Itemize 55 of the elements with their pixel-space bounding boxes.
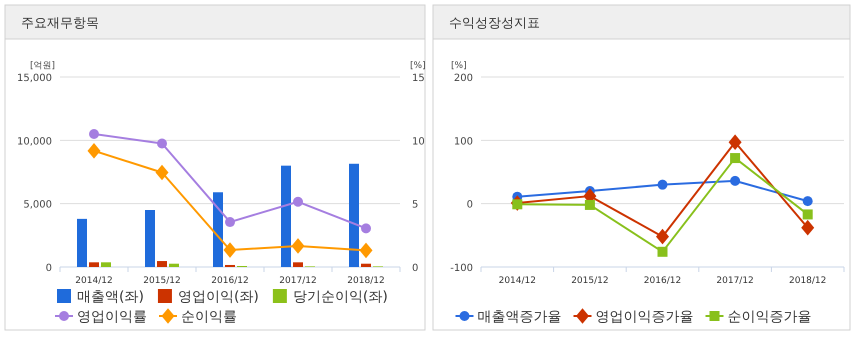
y-tick-label: 200 bbox=[454, 73, 473, 84]
x-tick-label: 2014/12 bbox=[75, 276, 113, 286]
point bbox=[658, 246, 668, 257]
x-tick-label: 2018/12 bbox=[789, 276, 826, 286]
legend-label: 영업이익(좌) bbox=[178, 289, 259, 305]
point bbox=[802, 209, 813, 220]
point bbox=[360, 242, 372, 258]
y-tick-label: 15,000 bbox=[17, 73, 52, 84]
chart-title: 수익성장성지표 bbox=[449, 16, 540, 31]
point bbox=[224, 242, 236, 258]
point bbox=[801, 220, 814, 236]
y-axis-title: [%] bbox=[451, 61, 467, 71]
legend-label: 순이익증가율 bbox=[728, 309, 812, 325]
point bbox=[361, 223, 371, 234]
y2-axis-title: [%] bbox=[410, 61, 426, 71]
y2-tick-label: 15 bbox=[412, 73, 425, 84]
y2-tick-label: 5 bbox=[412, 200, 418, 211]
x-tick-label: 2014/12 bbox=[498, 276, 536, 286]
y-tick-label: 100 bbox=[454, 136, 473, 148]
legend-label: 매출액증가율 bbox=[478, 309, 562, 325]
y-tick-label: 5,000 bbox=[23, 200, 52, 211]
point bbox=[802, 196, 813, 206]
point bbox=[656, 228, 669, 244]
legend-label: 영업이익률 bbox=[77, 309, 147, 325]
point bbox=[292, 238, 304, 254]
point bbox=[730, 153, 740, 164]
x-tick-label: 2016/12 bbox=[644, 276, 682, 286]
x-tick-label: 2015/12 bbox=[571, 276, 609, 286]
point bbox=[293, 196, 303, 207]
point bbox=[584, 200, 595, 210]
point bbox=[89, 129, 99, 139]
point bbox=[88, 143, 100, 159]
y-tick-label: 0 bbox=[46, 263, 52, 274]
x-tick-label: 2017/12 bbox=[716, 276, 754, 286]
point bbox=[157, 138, 167, 148]
y-tick-label: 10,000 bbox=[17, 136, 52, 148]
point bbox=[728, 134, 742, 150]
point bbox=[225, 217, 235, 228]
legend-label: 순이익률 bbox=[181, 309, 237, 325]
y2-tick-label: 10 bbox=[412, 136, 425, 148]
x-tick-label: 2015/12 bbox=[143, 276, 181, 286]
y-tick-label: -100 bbox=[450, 263, 473, 274]
point bbox=[156, 164, 168, 180]
legend-label: 당기순이익(좌) bbox=[292, 289, 388, 305]
point bbox=[658, 180, 668, 190]
point bbox=[730, 176, 740, 186]
y-tick-label: 0 bbox=[466, 200, 473, 211]
x-tick-label: 2016/12 bbox=[211, 276, 249, 286]
legend-label: 영업이익증가율 bbox=[596, 309, 694, 325]
y-axis-title: [억원] bbox=[30, 61, 56, 71]
x-tick-label: 2017/12 bbox=[279, 276, 317, 286]
chart-title: 주요재무항목 bbox=[21, 16, 99, 31]
x-tick-label: 2018/12 bbox=[347, 276, 385, 286]
legend-label: 매출액(좌) bbox=[77, 289, 144, 305]
y2-tick-label: 0 bbox=[412, 263, 418, 274]
